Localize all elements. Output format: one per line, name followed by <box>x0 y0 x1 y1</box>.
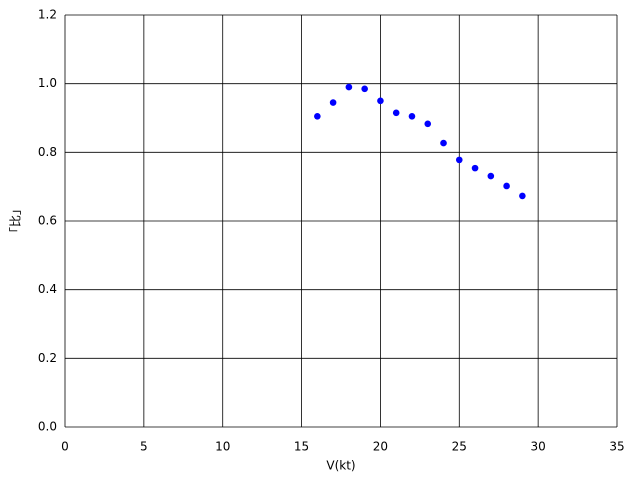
point <box>503 182 510 190</box>
point <box>345 83 353 91</box>
x-tick-label: 0 <box>61 440 69 454</box>
point <box>519 192 526 200</box>
y-tick-label: 0.4 <box>38 282 57 296</box>
x-tick-label: 25 <box>452 440 467 454</box>
point <box>377 97 384 105</box>
x-tick-label: 20 <box>373 440 388 454</box>
y-tick-label: 0.0 <box>38 420 57 434</box>
x-tick-label: 5 <box>140 440 148 454</box>
point <box>329 99 337 106</box>
point <box>408 112 416 120</box>
x-tick-label: 15 <box>294 440 309 454</box>
point <box>424 120 432 128</box>
point <box>361 85 368 93</box>
y-axis-label: 「比」 <box>9 203 23 239</box>
x-tick-label: 35 <box>609 440 624 454</box>
x-tick-label: 10 <box>215 440 230 454</box>
x-axis-label: V(kt) <box>326 459 355 473</box>
point <box>455 156 463 164</box>
y-tick-label: 0.2 <box>38 351 57 365</box>
point <box>471 164 479 172</box>
y-tick-label: 1.0 <box>38 76 57 90</box>
x-tick-label: 30 <box>531 440 546 454</box>
point <box>487 172 495 180</box>
point <box>392 109 400 117</box>
point <box>314 112 321 120</box>
y-tick-label: 1.2 <box>38 8 57 22</box>
point <box>440 139 447 147</box>
y-tick-label: 0.6 <box>38 214 57 228</box>
y-tick-label: 0.8 <box>38 145 57 159</box>
